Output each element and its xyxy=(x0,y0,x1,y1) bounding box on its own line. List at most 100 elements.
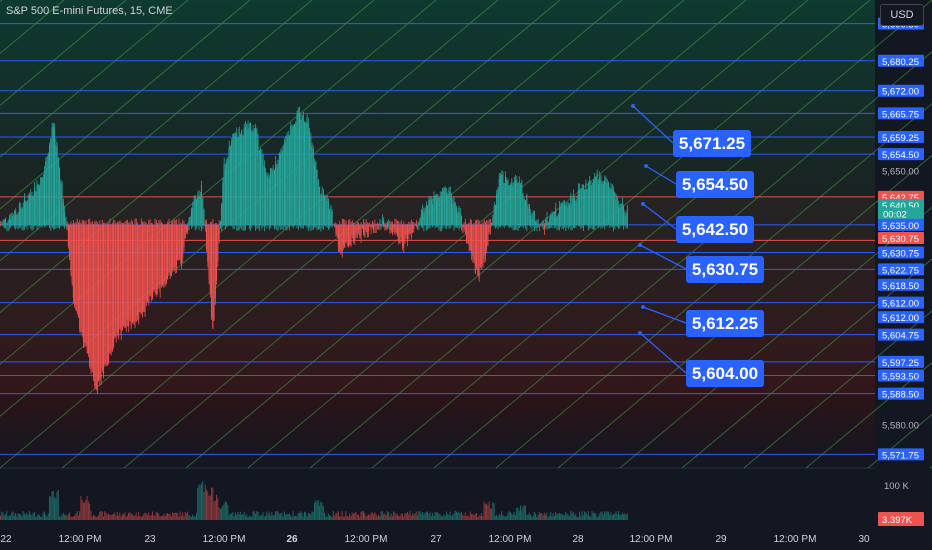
volume-bar xyxy=(90,511,92,520)
volume-bar xyxy=(582,515,584,520)
volume-bar xyxy=(340,515,342,520)
volume-bar xyxy=(179,511,181,520)
volume-bar xyxy=(386,511,388,520)
candle-body xyxy=(467,224,469,244)
currency-button[interactable]: USD xyxy=(880,4,924,26)
candle-body xyxy=(99,224,101,380)
volume-bar xyxy=(158,513,160,520)
candle-body xyxy=(376,224,378,226)
volume-bar xyxy=(390,513,392,520)
volume-bar xyxy=(290,515,292,520)
volume-bar xyxy=(135,512,137,520)
candle-body xyxy=(326,200,328,225)
candle-body xyxy=(434,195,436,225)
candle-body xyxy=(25,200,27,225)
volume-bar xyxy=(194,516,196,520)
candle-body xyxy=(136,224,138,316)
candle-body xyxy=(1,224,3,226)
callout-box xyxy=(686,360,764,387)
candle-body xyxy=(192,208,194,225)
volume-bar xyxy=(77,515,79,520)
volume-bar xyxy=(413,515,415,520)
channel-line xyxy=(0,0,561,469)
candle-body xyxy=(108,224,110,362)
volume-bar xyxy=(430,516,432,520)
volume-bar xyxy=(445,511,447,520)
candle-body xyxy=(379,222,381,225)
candle-body xyxy=(72,224,74,298)
candle-body xyxy=(383,220,385,225)
volume-bar xyxy=(173,513,175,520)
candle-body xyxy=(111,224,113,351)
candle-body xyxy=(311,146,313,225)
candle-body xyxy=(491,222,493,225)
candle-body xyxy=(522,194,524,225)
candle-body xyxy=(342,224,344,246)
volume-bar xyxy=(113,513,115,520)
volume-bar xyxy=(43,511,45,520)
candle-body xyxy=(391,224,393,234)
candle-body xyxy=(339,224,341,251)
candle-body xyxy=(285,142,287,225)
time-label: 12:00 PM xyxy=(345,534,388,545)
candle-body xyxy=(428,199,430,225)
volume-bar xyxy=(612,514,614,520)
price-label-box xyxy=(878,369,924,382)
volume-bar xyxy=(615,511,617,520)
volume-bar xyxy=(429,512,431,520)
volume-bar xyxy=(595,513,597,520)
price-label: 5,622.75 xyxy=(882,265,919,276)
volume-bar xyxy=(38,515,40,520)
candle-body xyxy=(479,224,481,268)
candle-body xyxy=(408,224,410,235)
volume-bar xyxy=(493,503,495,520)
volume-bar xyxy=(556,513,558,520)
channel-line xyxy=(495,102,932,469)
volume-bar xyxy=(256,511,258,520)
volume-bar xyxy=(530,514,532,520)
volume-bar xyxy=(531,516,533,520)
volume-bar xyxy=(405,513,407,520)
volume-bar xyxy=(616,513,618,520)
volume-bar xyxy=(449,511,451,520)
candle-body xyxy=(263,166,265,225)
callout-box xyxy=(686,310,764,337)
candle-body xyxy=(616,197,618,225)
candle-body xyxy=(488,224,490,233)
candle-body xyxy=(7,222,9,225)
candle-body xyxy=(286,135,288,225)
candle-body xyxy=(184,224,186,238)
candle-body xyxy=(67,224,69,247)
volume-bar xyxy=(189,515,191,520)
volume-bar xyxy=(2,512,4,520)
candle-body xyxy=(415,224,417,226)
candle-body xyxy=(198,195,200,225)
candle-body xyxy=(89,224,91,367)
candle-body xyxy=(94,224,96,386)
volume-bar xyxy=(192,514,194,520)
volume-bar xyxy=(476,513,478,520)
volume-bar xyxy=(32,512,34,520)
candle-body xyxy=(11,214,13,225)
volume-bar xyxy=(558,513,560,520)
volume-bar xyxy=(361,511,363,520)
candle-body xyxy=(595,176,597,225)
candle-body xyxy=(531,219,533,225)
candle-body xyxy=(597,184,599,225)
volume-bar xyxy=(378,514,380,520)
volume-bar xyxy=(626,513,628,520)
candle-body xyxy=(403,224,405,248)
volume-bar xyxy=(37,514,39,520)
candle-body xyxy=(276,167,278,225)
volume-bar xyxy=(70,516,72,520)
volume-bar xyxy=(409,511,411,520)
volume-bar xyxy=(126,515,128,520)
price-label-box xyxy=(878,130,924,143)
candle-body xyxy=(420,214,422,225)
volume-bar xyxy=(474,513,476,520)
volume-bar xyxy=(195,513,197,520)
candle-body xyxy=(422,210,424,225)
candle-body xyxy=(143,224,145,312)
candle-body xyxy=(459,212,461,225)
